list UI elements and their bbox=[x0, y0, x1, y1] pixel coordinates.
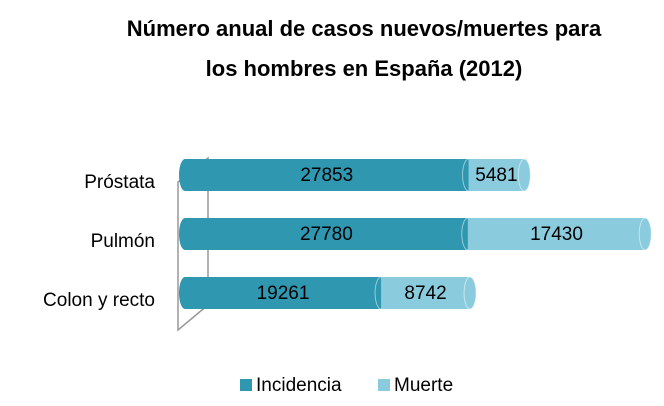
legend-label: Incidencia bbox=[256, 375, 342, 396]
value-label: 17430 bbox=[530, 224, 583, 245]
y-tick-label: Pulmón bbox=[91, 231, 155, 252]
y-tick-label: Próstata bbox=[84, 172, 155, 193]
value-label: 5481 bbox=[475, 165, 517, 186]
value-label: 27853 bbox=[300, 165, 353, 186]
bar bbox=[185, 277, 382, 309]
legend-label: Muerte bbox=[394, 375, 453, 396]
chart-title: Número anual de casos nuevos/muertes par… bbox=[127, 16, 602, 41]
bar bbox=[185, 159, 469, 191]
bar-cap bbox=[638, 217, 652, 251]
value-label: 27780 bbox=[300, 224, 353, 245]
bar bbox=[468, 159, 525, 191]
bar bbox=[381, 277, 471, 309]
bar bbox=[185, 218, 468, 250]
value-label: 8742 bbox=[404, 283, 446, 304]
bar-cap bbox=[517, 158, 531, 192]
bar bbox=[467, 218, 646, 250]
legend-swatch bbox=[378, 379, 390, 391]
y-tick-label: Colon y recto bbox=[43, 290, 155, 311]
chart-title: los hombres en España (2012) bbox=[206, 56, 523, 81]
bar-cap bbox=[463, 276, 477, 310]
value-label: 19261 bbox=[257, 283, 310, 304]
legend-swatch bbox=[240, 379, 252, 391]
